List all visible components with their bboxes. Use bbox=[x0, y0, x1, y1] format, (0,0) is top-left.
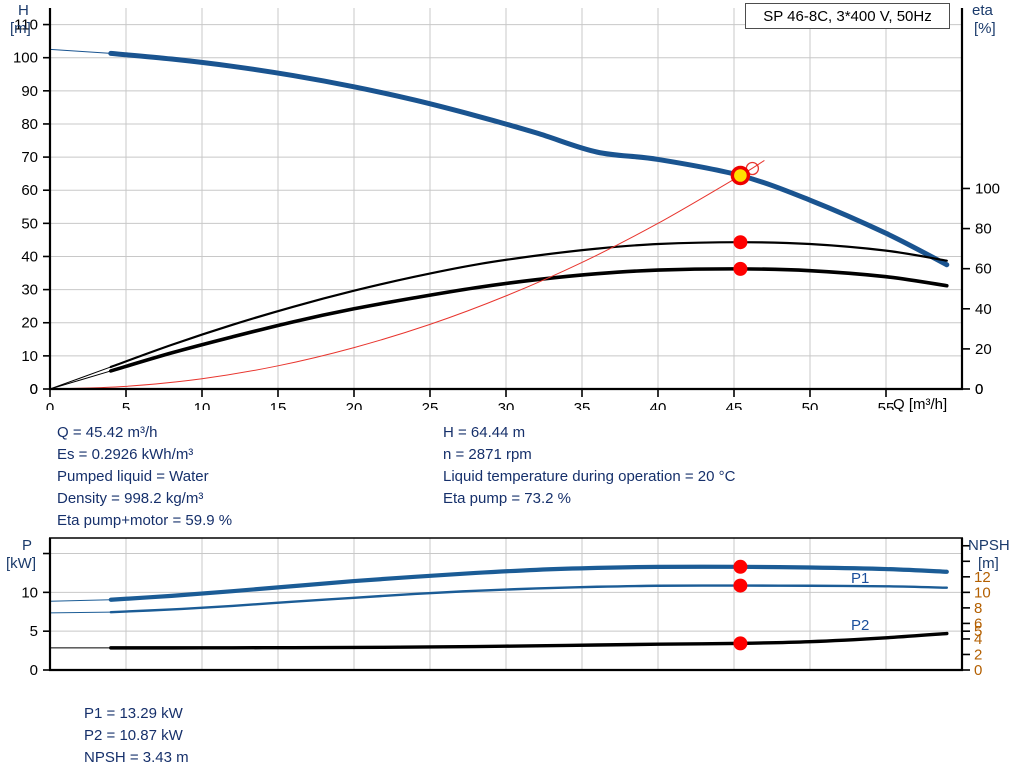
q-axis-title: Q [m³/h] bbox=[893, 396, 948, 413]
p2-curve-label: P2 bbox=[851, 617, 870, 634]
info-block-bottom: P1 = 13.29 kW P2 = 10.87 kW NPSH = 3.43 … bbox=[84, 703, 189, 769]
x-axis-tick-label: 55 bbox=[878, 400, 895, 410]
head-efficiency-chart: 0 10 20 30 40 50 60 70 80 90 100 110 0 20 40 60 80 100 0 5 1… bbox=[12, 8, 1001, 410]
curve-h-head- bbox=[108, 50, 950, 268]
right-axis-tick-label: 2 bbox=[974, 646, 982, 663]
curve-p2 bbox=[109, 584, 948, 614]
left-axis-tick-label: 50 bbox=[21, 215, 38, 232]
info-h: H = 64.44 m bbox=[443, 424, 526, 441]
left-axis-tick-label: 100 bbox=[13, 50, 38, 67]
left-axis-tick-label: 80 bbox=[21, 116, 38, 133]
power-npsh-chart: 0 5 10 0 2 4 5 6 8 10 12 bbox=[0, 530, 1024, 695]
eta-axis-unit: [%] bbox=[974, 20, 996, 37]
right-axis-tick-label: 6 bbox=[974, 615, 982, 632]
duty-point-marker[interactable] bbox=[730, 165, 751, 186]
right-axis-tick-label: 5 bbox=[974, 623, 982, 640]
right-axis-tick-label: 40 bbox=[975, 301, 992, 318]
left-axis-tick-label: 90 bbox=[21, 83, 38, 100]
right-axis-tick-label: 20 bbox=[975, 341, 992, 358]
left-axis-tick-label: 40 bbox=[21, 248, 38, 265]
info-column-right: H = 64.44 m n = 2871 rpm Liquid temperat… bbox=[443, 422, 735, 510]
info-q: Q = 45.42 m³/h bbox=[57, 424, 158, 441]
left-axis-tick-label: 20 bbox=[21, 315, 38, 332]
info-npsh: NPSH = 3.43 m bbox=[84, 749, 189, 766]
x-axis-tick-label: 35 bbox=[574, 400, 591, 410]
info-liquid-temperature: Liquid temperature during operation = 20… bbox=[443, 468, 736, 485]
h-axis-unit: [m] bbox=[10, 20, 31, 37]
x-axis-tick-label: 10 bbox=[194, 400, 211, 410]
left-axis-tick-label: 0 bbox=[30, 662, 38, 679]
right-axis-tick-label: 12 bbox=[974, 569, 991, 586]
p-axis-unit: [kW] bbox=[6, 555, 36, 572]
left-axis-zero-label: 0 bbox=[30, 381, 38, 398]
x-axis-tick-label: 0 bbox=[46, 400, 54, 410]
right-axis-tick-label: 4 bbox=[974, 631, 982, 648]
x-axis-tick-label: 20 bbox=[346, 400, 363, 410]
right-axis-tick-label: 0 bbox=[974, 662, 982, 679]
left-axis-tick-label: 10 bbox=[21, 348, 38, 365]
npsh-duty-point-marker[interactable] bbox=[733, 636, 748, 651]
right-axis-tick-label: 80 bbox=[975, 221, 992, 238]
curve-lead-in bbox=[49, 366, 111, 390]
right-axis-tick-label: 10 bbox=[974, 584, 991, 601]
right-axis-zero-label: 0 bbox=[975, 381, 983, 398]
system-curve bbox=[49, 159, 765, 390]
curve-lead-in bbox=[49, 370, 111, 390]
left-axis-tick-label: 110 bbox=[14, 17, 38, 34]
info-column-left: Q = 45.42 m³/h Es = 0.2926 kWh/m³ Pumped… bbox=[57, 422, 232, 532]
left-axis-tick-label: 30 bbox=[21, 282, 38, 299]
info-pumped-liquid: Pumped liquid = Water bbox=[57, 468, 209, 485]
left-axis-tick-label: 70 bbox=[21, 149, 38, 166]
p2-duty-point-marker[interactable] bbox=[733, 578, 748, 593]
h-axis-title: H bbox=[18, 2, 29, 19]
x-axis-tick-label: 15 bbox=[270, 400, 287, 410]
info-eta-pump-motor: Eta pump+motor = 59.9 % bbox=[57, 512, 233, 529]
x-axis-tick-label: 25 bbox=[422, 400, 439, 410]
right-axis-tick-label: 100 bbox=[975, 180, 1000, 197]
eta-pump-motor-point-marker[interactable] bbox=[733, 261, 748, 276]
pump-model-title: SP 46-8C, 3*400 V, 50Hz bbox=[745, 3, 950, 29]
curve-lead-in bbox=[49, 599, 111, 602]
x-axis-tick-label: 40 bbox=[650, 400, 667, 410]
curve-npsh bbox=[109, 631, 949, 650]
left-axis-tick-label: 0 bbox=[30, 381, 38, 398]
p1-duty-point-marker[interactable] bbox=[733, 559, 748, 574]
right-axis-tick-label: 60 bbox=[975, 261, 992, 278]
info-p1: P1 = 13.29 kW bbox=[84, 705, 183, 722]
info-eta-pump: Eta pump = 73.2 % bbox=[443, 490, 571, 507]
eta-axis-title: eta bbox=[972, 2, 993, 19]
info-p2: P2 = 10.87 kW bbox=[84, 727, 183, 744]
info-speed: n = 2871 rpm bbox=[443, 446, 532, 463]
info-density: Density = 998.2 kg/m³ bbox=[57, 490, 204, 507]
curve-eta-pump bbox=[109, 241, 948, 369]
curve-eta-pump-motor bbox=[109, 267, 949, 373]
left-axis-tick-label: 10 bbox=[21, 584, 38, 601]
eta-pump-point-marker[interactable] bbox=[733, 235, 748, 250]
x-axis-tick-label: 5 bbox=[122, 400, 130, 410]
p-axis-title: P bbox=[22, 537, 33, 554]
right-axis-tick-label: 0 bbox=[975, 381, 983, 398]
curve-p1 bbox=[108, 564, 949, 602]
p1-curve-label: P1 bbox=[851, 570, 870, 587]
curve-lead-in bbox=[49, 611, 111, 614]
x-axis-tick-label: 30 bbox=[498, 400, 515, 410]
left-axis-tick-label: 5 bbox=[30, 623, 38, 640]
curve-lead-in bbox=[49, 48, 111, 54]
npsh-axis-title: NPSH bbox=[968, 537, 1010, 554]
x-axis-tick-label: 45 bbox=[726, 400, 743, 410]
x-axis-tick-label: 50 bbox=[802, 400, 819, 410]
npsh-axis-unit: [m] bbox=[978, 555, 999, 572]
info-es: Es = 0.2926 kWh/m³ bbox=[57, 446, 194, 463]
right-axis-tick-label: 8 bbox=[974, 600, 982, 617]
left-axis-tick-label: 60 bbox=[21, 182, 38, 199]
head-efficiency-plot-area: 0 10 20 30 40 50 60 70 80 90 100 110 0 20 40 60 80 100 0 5 1… bbox=[13, 8, 1000, 410]
